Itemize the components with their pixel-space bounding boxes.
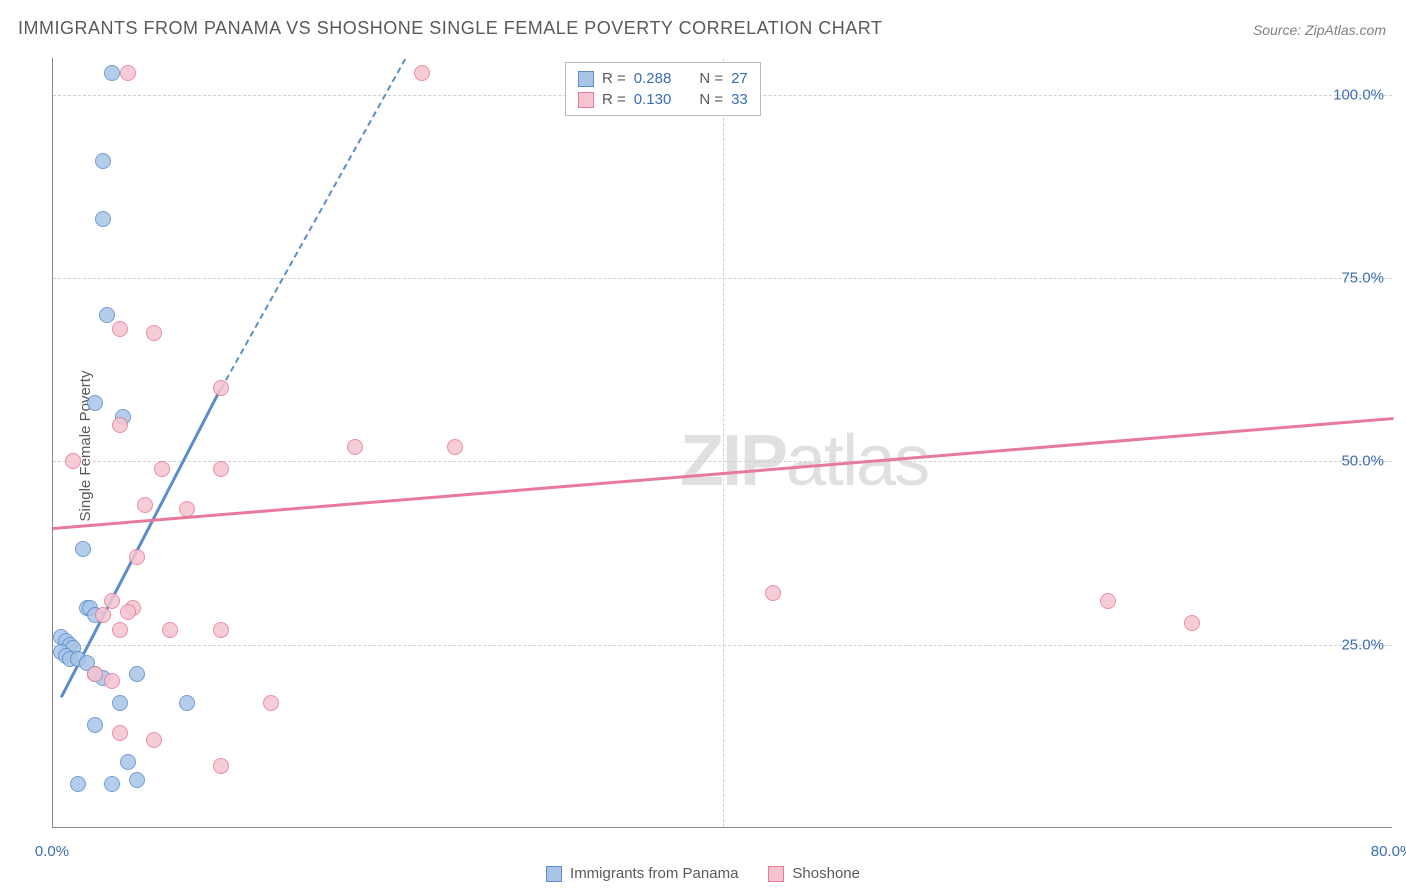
legend-swatch [768, 866, 784, 882]
data-point [129, 772, 145, 788]
y-tick-label: 75.0% [1341, 270, 1384, 287]
data-point [154, 461, 170, 477]
legend-label: Shoshone [792, 865, 860, 882]
correlation-legend: R = 0.288 N = 27 R = 0.130 N = 33 [565, 62, 761, 116]
gridline-vertical [723, 58, 724, 827]
data-point [104, 673, 120, 689]
r-label: R = [602, 91, 626, 108]
data-point [95, 211, 111, 227]
data-point [87, 666, 103, 682]
data-point [87, 395, 103, 411]
data-point [447, 439, 463, 455]
n-label: N = [699, 91, 723, 108]
data-point [213, 380, 229, 396]
legend-row: R = 0.130 N = 33 [578, 89, 748, 110]
x-tick-label: 0.0% [35, 843, 69, 860]
legend-item: Shoshone [768, 865, 860, 882]
data-point [112, 725, 128, 741]
data-point [1100, 593, 1116, 609]
y-tick-label: 25.0% [1341, 636, 1384, 653]
data-point [87, 717, 103, 733]
n-label: N = [699, 70, 723, 87]
legend-label: Immigrants from Panama [570, 865, 738, 882]
data-point [765, 585, 781, 601]
data-point [120, 604, 136, 620]
n-value: 27 [731, 70, 748, 87]
data-point [120, 65, 136, 81]
data-point [112, 417, 128, 433]
data-point [129, 666, 145, 682]
series-legend: Immigrants from Panama Shoshone [546, 865, 860, 882]
data-point [104, 65, 120, 81]
data-point [213, 622, 229, 638]
y-tick-label: 50.0% [1341, 453, 1384, 470]
data-point [137, 497, 153, 513]
plot-area: 25.0% 50.0% 75.0% 100.0% [52, 58, 1392, 828]
data-point [95, 607, 111, 623]
data-point [213, 758, 229, 774]
legend-swatch [578, 92, 594, 108]
y-tick-label: 100.0% [1333, 86, 1384, 103]
data-point [70, 776, 86, 792]
n-value: 33 [731, 91, 748, 108]
r-value: 0.288 [634, 70, 672, 87]
legend-row: R = 0.288 N = 27 [578, 68, 748, 89]
chart-title: IMMIGRANTS FROM PANAMA VS SHOSHONE SINGL… [18, 18, 882, 39]
trend-line [220, 59, 406, 390]
data-point [179, 501, 195, 517]
data-point [104, 776, 120, 792]
data-point [414, 65, 430, 81]
legend-swatch [578, 71, 594, 87]
data-point [112, 695, 128, 711]
source-attribution: Source: ZipAtlas.com [1253, 22, 1386, 38]
r-value: 0.130 [634, 91, 672, 108]
chart-container: IMMIGRANTS FROM PANAMA VS SHOSHONE SINGL… [0, 0, 1406, 892]
data-point [95, 153, 111, 169]
data-point [112, 622, 128, 638]
data-point [104, 593, 120, 609]
data-point [162, 622, 178, 638]
data-point [347, 439, 363, 455]
data-point [112, 321, 128, 337]
legend-swatch [546, 866, 562, 882]
legend-item: Immigrants from Panama [546, 865, 738, 882]
data-point [213, 461, 229, 477]
r-label: R = [602, 70, 626, 87]
data-point [146, 732, 162, 748]
data-point [65, 453, 81, 469]
data-point [179, 695, 195, 711]
data-point [129, 549, 145, 565]
x-tick-label: 80.0% [1371, 843, 1406, 860]
data-point [1184, 615, 1200, 631]
data-point [263, 695, 279, 711]
data-point [146, 325, 162, 341]
data-point [99, 307, 115, 323]
data-point [120, 754, 136, 770]
data-point [75, 541, 91, 557]
